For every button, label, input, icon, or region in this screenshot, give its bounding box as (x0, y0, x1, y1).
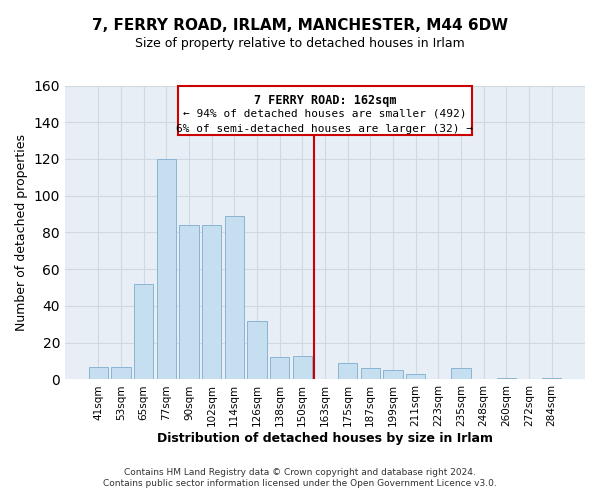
Text: ← 94% of detached houses are smaller (492): ← 94% of detached houses are smaller (49… (183, 108, 467, 118)
Bar (111, 366, 131, 380)
Bar (157, 159, 176, 380)
Text: 7 FERRY ROAD: 162sqm: 7 FERRY ROAD: 162sqm (254, 94, 396, 107)
X-axis label: Distribution of detached houses by size in Irlam: Distribution of detached houses by size … (157, 432, 493, 445)
Bar (247, 320, 266, 380)
Bar (202, 225, 221, 380)
Bar (542, 378, 562, 380)
Text: 6% of semi-detached houses are larger (32) →: 6% of semi-detached houses are larger (3… (176, 124, 473, 134)
Y-axis label: Number of detached properties: Number of detached properties (15, 134, 28, 331)
Bar (338, 363, 357, 380)
Bar (134, 284, 153, 380)
Text: 7, FERRY ROAD, IRLAM, MANCHESTER, M44 6DW: 7, FERRY ROAD, IRLAM, MANCHESTER, M44 6D… (92, 18, 508, 32)
Bar (497, 378, 516, 380)
Bar (293, 356, 312, 380)
Bar (179, 225, 199, 380)
Bar (89, 366, 108, 380)
Text: Size of property relative to detached houses in Irlam: Size of property relative to detached ho… (135, 38, 465, 51)
Bar (383, 370, 403, 380)
Bar (224, 216, 244, 380)
Bar (406, 374, 425, 380)
Bar (361, 368, 380, 380)
Bar (451, 368, 470, 380)
Text: Contains HM Land Registry data © Crown copyright and database right 2024.
Contai: Contains HM Land Registry data © Crown c… (103, 468, 497, 487)
Bar (270, 358, 289, 380)
FancyBboxPatch shape (178, 86, 472, 135)
